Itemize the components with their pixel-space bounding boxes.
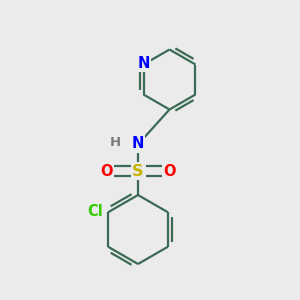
- Text: O: O: [163, 164, 176, 178]
- Text: H: H: [110, 136, 121, 149]
- Text: N: N: [137, 56, 150, 70]
- Text: N: N: [132, 136, 144, 152]
- Text: O: O: [100, 164, 113, 178]
- Text: S: S: [132, 164, 144, 178]
- Text: Cl: Cl: [88, 204, 103, 219]
